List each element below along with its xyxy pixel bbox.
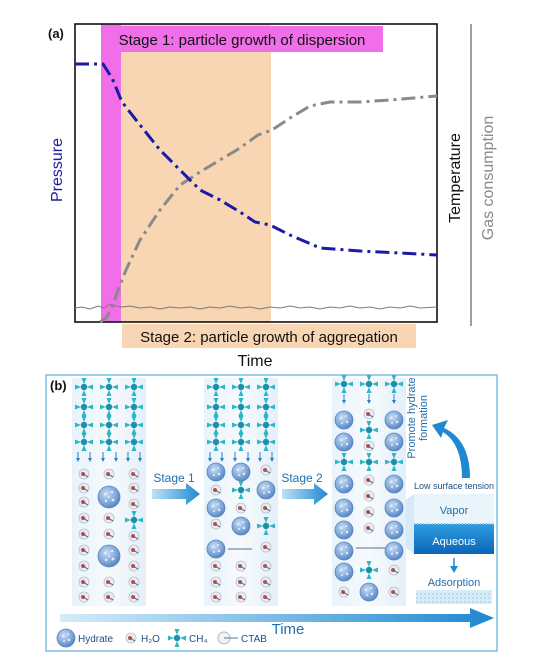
- adsorption-pattern: [416, 593, 492, 603]
- stage1-label: Stage 1: particle growth of dispersion: [119, 32, 366, 49]
- h2o-icon: [125, 632, 137, 644]
- promote-arrow: [432, 420, 470, 478]
- panel-a: (a) Stage 2: particle growth of aggregat…: [48, 23, 497, 370]
- legend: Hydrate H₂O CH₄ CTAB: [56, 628, 267, 648]
- time-label: Time: [272, 621, 305, 638]
- gas-consumption-curve: [99, 94, 438, 324]
- x-axis-label: Time: [238, 353, 273, 370]
- stage1-region: [101, 24, 121, 322]
- legend-h2o: H₂O: [125, 632, 160, 645]
- panel-a-label: (a): [48, 26, 64, 41]
- legend-label-hydrate: Hydrate: [78, 634, 113, 645]
- panel-b: (b) Stage 1: [45, 374, 498, 652]
- stage1-label-box: [101, 26, 383, 52]
- stage2-label: Stage 2: particle growth of aggregation: [140, 329, 398, 346]
- y-axis-label-pressure: Pressure: [49, 138, 66, 202]
- column-stage1-ch4: [207, 378, 275, 451]
- stage2-label-box: [122, 324, 416, 348]
- stage1-arrow-label: Stage 1: [153, 471, 195, 485]
- surface-tension-label: Low surface tension: [414, 481, 494, 491]
- adsorption-arrowhead: [450, 566, 458, 573]
- stage2-arrow: [282, 483, 328, 505]
- ctab-icon: [217, 631, 238, 645]
- stage2-region: [121, 24, 271, 322]
- y-axis-label-gas: Gas consumption: [480, 116, 497, 241]
- time-arrow: [60, 608, 494, 628]
- stage2-arrow-label: Stage 2: [281, 471, 323, 485]
- column-initial-ch4: [75, 378, 143, 451]
- pressure-curve: [75, 62, 438, 257]
- column-stage2-liquid: [334, 408, 404, 602]
- promote-label-1: Promote hydrate: [406, 377, 418, 458]
- vapor-label: Vapor: [440, 505, 469, 517]
- legend-ch4: CH₄: [168, 629, 208, 647]
- plot-frame: [74, 23, 438, 323]
- vapor-layer: [414, 494, 494, 524]
- column-stage1-liquid: [206, 462, 276, 603]
- adsorption-label: Adsorption: [428, 577, 481, 589]
- column-initial-liquid: [78, 468, 143, 603]
- panel-b-label: (b): [50, 378, 67, 393]
- hydrate-icon: [56, 628, 76, 648]
- aqueous-layer: [414, 524, 494, 554]
- legend-label-ch4: CH₄: [189, 634, 208, 645]
- temperature-curve: [74, 303, 438, 310]
- legend-label-ctab: CTAB: [241, 634, 267, 645]
- interface-connector: [406, 494, 414, 554]
- legend-hydrate: Hydrate: [56, 628, 113, 648]
- y-axis-label-temperature: Temperature: [447, 133, 464, 223]
- legend-label-h2o: H₂O: [141, 634, 160, 645]
- legend-ctab: CTAB: [217, 631, 267, 645]
- aqueous-label: Aqueous: [432, 536, 476, 548]
- stage1-arrow: [152, 483, 200, 505]
- promote-label-2: formation: [418, 395, 430, 441]
